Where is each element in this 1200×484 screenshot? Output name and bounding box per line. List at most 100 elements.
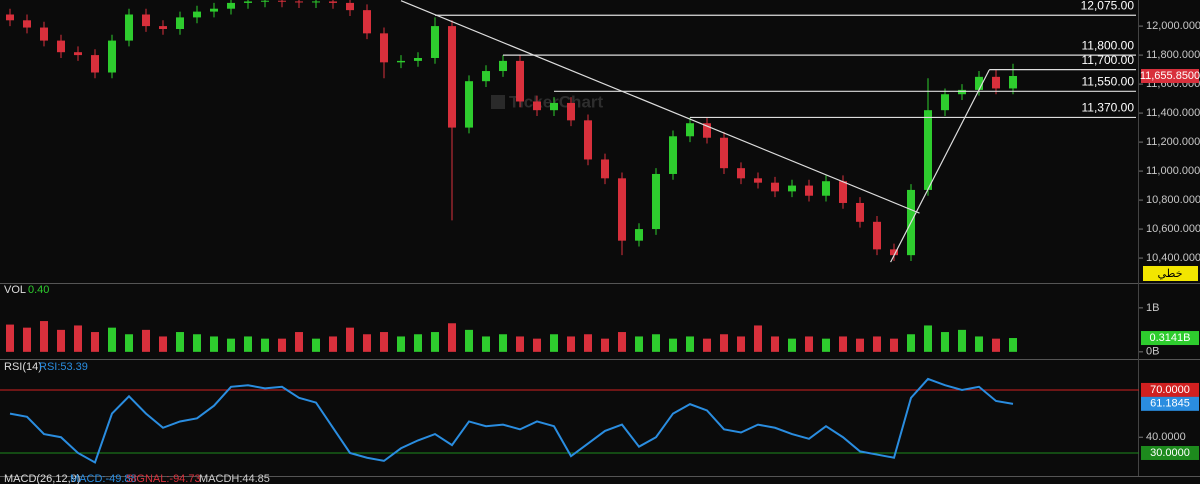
- candle-body: [754, 178, 762, 183]
- watermark-icon: [491, 95, 505, 109]
- volume-bar: [465, 329, 473, 352]
- value-badge: [1141, 331, 1199, 346]
- volume-bar: [839, 336, 847, 352]
- volume-bar: [805, 336, 813, 352]
- candle-body: [873, 221, 881, 250]
- volume-bar: [941, 332, 949, 352]
- volume-bar: [975, 336, 983, 352]
- volume-bar: [550, 334, 558, 352]
- y-tick-label: 0B: [1146, 346, 1159, 358]
- candle-body: [142, 14, 150, 27]
- candle-body: [380, 33, 388, 63]
- rsi-line: [9, 377, 1014, 464]
- candle-body: [890, 249, 898, 256]
- level-label: 11,700.00: [1082, 53, 1135, 67]
- panel-value: SIGNAL:-94.73: [126, 473, 201, 484]
- value-badge: [1141, 396, 1199, 411]
- candle-body: [312, 1, 320, 3]
- candle-body: [363, 10, 371, 34]
- volume-bar: [652, 334, 660, 352]
- volume-bar: [278, 338, 286, 352]
- volume-bar: [482, 336, 490, 352]
- trend-line: [400, 0, 920, 214]
- candle-body: [703, 123, 711, 138]
- volume-bar: [533, 338, 541, 352]
- candle-body: [176, 17, 184, 29]
- mode-badge-label[interactable]: خطي: [1158, 268, 1183, 280]
- watermark: TickerChart: [509, 92, 604, 111]
- candle-body: [295, 1, 303, 3]
- volume-bar: [329, 336, 337, 352]
- trend-line: [890, 69, 990, 263]
- volume-bar: [873, 336, 881, 352]
- volume-bar: [992, 338, 1000, 352]
- volume-bar: [669, 338, 677, 352]
- volume-bar: [907, 334, 915, 352]
- value-badge-label: 0.3141B: [1150, 332, 1191, 344]
- candle-body: [992, 76, 1000, 89]
- candle-body: [720, 137, 728, 169]
- value-badge-label: 11,655.8500: [1140, 70, 1200, 82]
- volume-bar: [23, 327, 31, 352]
- candle-body: [924, 110, 932, 190]
- panel-value: MACD:-49.88: [70, 473, 137, 484]
- candle-body: [635, 229, 643, 241]
- candle-body: [669, 136, 677, 174]
- volume-bar: [159, 336, 167, 352]
- level-label: 11,800.00: [1082, 38, 1135, 52]
- candle-body: [448, 26, 456, 128]
- candle-body: [975, 76, 983, 90]
- volume-bar: [601, 338, 609, 352]
- volume-bar: [584, 334, 592, 352]
- panel-value: RSI:53.39: [39, 361, 88, 373]
- candle-body: [6, 14, 14, 21]
- volume-bar: [431, 332, 439, 352]
- candle-body: [958, 89, 966, 95]
- volume-bar: [414, 334, 422, 352]
- volume-bar: [635, 336, 643, 352]
- candle-body: [414, 57, 422, 61]
- candle-body: [567, 102, 575, 121]
- volume-bar: [57, 329, 65, 352]
- volume-bar: [193, 334, 201, 352]
- candle-body: [23, 20, 31, 28]
- panel-title: VOL: [4, 284, 26, 296]
- volume-bar: [142, 329, 150, 352]
- panel-title: RSI(14): [4, 361, 42, 373]
- value-badge-label: 61.1845: [1150, 398, 1190, 410]
- candle-body: [533, 101, 541, 111]
- candle-body: [431, 26, 439, 58]
- candle-body: [125, 14, 133, 41]
- candle-body: [601, 159, 609, 179]
- volume-bar: [210, 336, 218, 352]
- y-tick-label: 10,600.0000: [1146, 223, 1200, 235]
- candle-body: [1009, 75, 1017, 89]
- candle-body: [159, 26, 167, 29]
- y-tick-label: 11,400.0000: [1146, 107, 1200, 119]
- volume-bar: [108, 327, 116, 352]
- volume-bar: [822, 338, 830, 352]
- panel-value: MACDH:44.85: [199, 473, 270, 484]
- volume-bar: [567, 336, 575, 352]
- panel-title: MACD(26,12,9): [4, 473, 80, 484]
- y-tick-label: 40.0000: [1146, 431, 1186, 443]
- volume-bar: [924, 325, 932, 352]
- volume-bar: [6, 324, 14, 352]
- candle-body: [788, 185, 796, 192]
- volume-bar: [890, 338, 898, 352]
- volume-bar: [40, 321, 48, 352]
- mode-badge[interactable]: [1143, 266, 1198, 281]
- volume-bar: [771, 336, 779, 352]
- value-badge: [1141, 68, 1199, 83]
- y-tick-label: 11,200.0000: [1146, 136, 1200, 148]
- y-tick-label: 10,400.0000: [1146, 252, 1200, 264]
- candle-body: [227, 2, 235, 9]
- volume-bar: [397, 336, 405, 352]
- volume-bar: [346, 327, 354, 352]
- value-badge: [1141, 445, 1199, 460]
- candle-body: [261, 0, 269, 2]
- candle-body: [516, 60, 524, 102]
- candle-body: [40, 27, 48, 41]
- level-label: 11,550.00: [1082, 75, 1135, 89]
- volume-bar: [244, 336, 252, 352]
